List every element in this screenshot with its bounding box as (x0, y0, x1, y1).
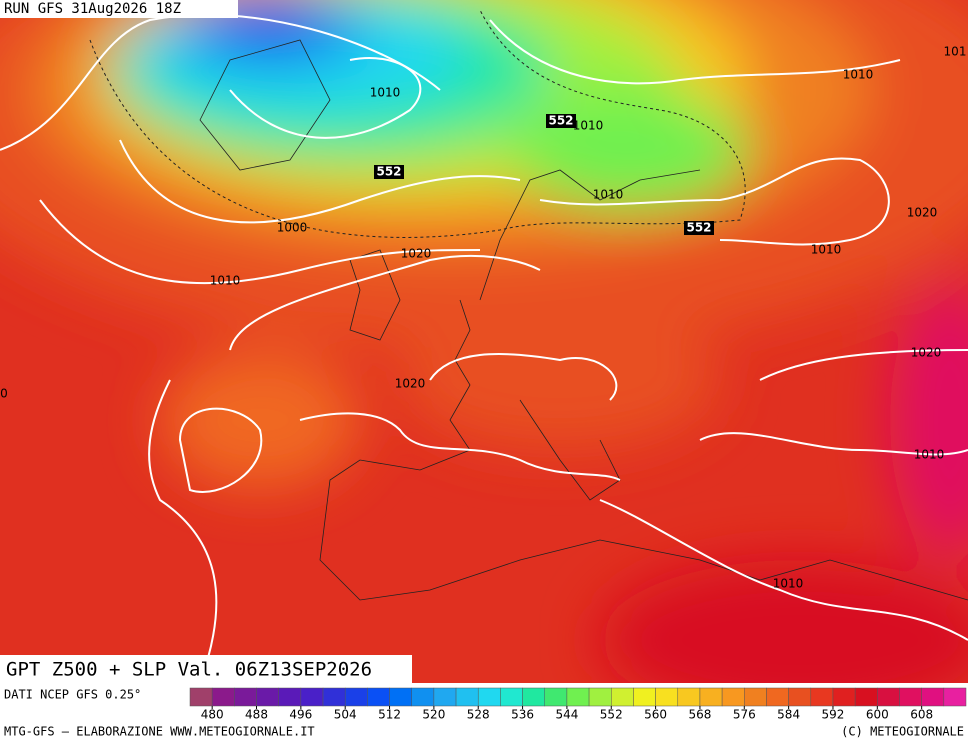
colorbar-swatch (588, 687, 612, 707)
colorbar-swatch (611, 687, 634, 707)
colorbar-swatch (832, 687, 856, 707)
colorbar-swatch (300, 687, 324, 707)
label-box (374, 165, 404, 179)
colorbar-tick-label: 592 (822, 708, 845, 722)
colorbar-swatch (943, 687, 967, 707)
isobar-label: 1010 (370, 86, 401, 100)
isobar-label: 1020 (401, 247, 432, 261)
colorbar-swatch (788, 687, 812, 707)
colorbar-tick-label: 552 (600, 708, 623, 722)
isobar-label: 1010 (914, 448, 945, 462)
colorbar-tick-label: 480 (201, 708, 224, 722)
colorbar-tick-label: 560 (644, 708, 667, 722)
colorbar-tick-label: 512 (378, 708, 401, 722)
run-label: RUN GFS 31Aug2026 18Z (4, 1, 181, 17)
colorbar-tick-label: 504 (334, 708, 357, 722)
colorbar-swatch (256, 687, 279, 707)
map-field (0, 0, 968, 683)
colorbar-swatch (566, 687, 590, 707)
colorbar-swatch (189, 687, 213, 707)
isobar-label: 1010 (843, 68, 874, 82)
colorbar-tick-label: 600 (866, 708, 889, 722)
isobar-label: 101 (944, 45, 967, 59)
isobar-label: 1010 (773, 577, 804, 591)
colorbar-tick-label: 536 (511, 708, 534, 722)
colorbar-swatch (522, 687, 545, 707)
run-box (0, 0, 238, 18)
colorbar-swatch (278, 687, 302, 707)
colorbar-swatch (411, 687, 435, 707)
colorbar-swatch (433, 687, 457, 707)
colorbar-swatch (677, 687, 701, 707)
contour-labels: 1010 552 1010 552 1010 552 1000 1020 101… (0, 45, 966, 591)
colorbar-swatch (699, 687, 723, 707)
colorbar-tick-label: 544 (555, 708, 578, 722)
colorbar-swatch (234, 687, 257, 707)
colorbar: 480 488 496 504 512 520 528 536 544 552 560 568 576 5… (189, 687, 967, 722)
height-label: 552 (376, 165, 401, 179)
colorbar-swatch (744, 687, 767, 707)
source-label: DATI NCEP GFS 0.25° (4, 688, 141, 702)
colorbar-swatch (500, 687, 523, 707)
height-label: 552 (548, 114, 573, 128)
colorbar-swatch (766, 687, 789, 707)
colorbar-swatch (877, 687, 900, 707)
colorbar-swatch (344, 687, 368, 707)
isobar-label: 0 (0, 387, 8, 401)
isobar-label: 1010 (573, 119, 604, 133)
colorbar-tick-label: 576 (733, 708, 756, 722)
isobar-label: 1010 (210, 274, 241, 288)
coastlines (199, 39, 968, 601)
colorbar-swatch (655, 687, 679, 707)
colorbar-tick-label: 520 (422, 708, 445, 722)
colorbar-swatch (322, 687, 346, 707)
colorbar-swatch (455, 687, 479, 707)
colorbar-swatch (367, 687, 390, 707)
colorbar-swatch (544, 687, 568, 707)
colorbar-tick-label: 488 (245, 708, 268, 722)
isobar-label: 1020 (911, 346, 942, 360)
credits-label: MTG-GFS — ELABORAZIONE WWW.METEOGIORNALE… (4, 725, 315, 739)
isobar-label: 1020 (395, 377, 426, 391)
colorbar-swatch (633, 687, 656, 707)
colorbar-tick-label: 568 (688, 708, 711, 722)
height-label: 552 (686, 221, 711, 235)
isobar-label: 1010 (811, 243, 842, 257)
colorbar-swatch (721, 687, 745, 707)
isobar-label: 1000 (277, 221, 308, 235)
colorbar-swatch (389, 687, 412, 707)
isobar-label: 1020 (907, 206, 938, 220)
label-box (546, 114, 576, 128)
colorbar-swatch (899, 687, 922, 707)
title-box (0, 655, 412, 683)
label-box (684, 221, 714, 235)
copyright-label: (C) METEOGIORNALE (841, 725, 964, 739)
isobar-label: 1010 (593, 188, 624, 202)
colorbar-swatch (211, 687, 235, 707)
map-title: GPT Z500 + SLP Val. 06Z13SEP2026 (6, 659, 372, 681)
colorbar-tick-label: 584 (777, 708, 800, 722)
isobars (0, 13, 968, 683)
colorbar-tick-label: 608 (910, 708, 933, 722)
colorbar-swatch (854, 687, 878, 707)
colorbar-tick-label: 528 (467, 708, 490, 722)
colorbar-swatch (921, 687, 945, 707)
colorbar-swatch (810, 687, 834, 707)
colorbar-swatch (477, 687, 501, 707)
colorbar-tick-label: 496 (289, 708, 312, 722)
